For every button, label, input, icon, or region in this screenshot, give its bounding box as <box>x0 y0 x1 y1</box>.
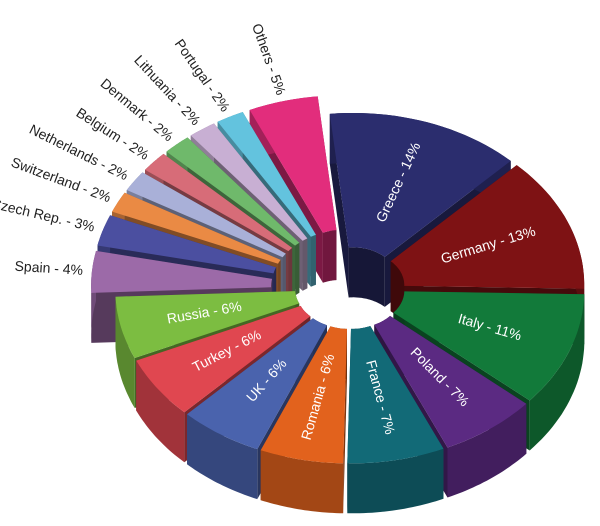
slice-outer-wall <box>136 360 185 463</box>
slice-outer-wall <box>447 403 527 498</box>
slice <box>97 215 277 274</box>
slice-inner-wall <box>322 230 337 283</box>
slice-inner-wall <box>302 238 308 291</box>
slice <box>260 326 347 464</box>
slice <box>112 192 281 264</box>
slice <box>347 326 444 464</box>
slice <box>145 153 293 252</box>
slice <box>374 315 527 448</box>
slice <box>91 250 273 293</box>
slice: France - 7% <box>347 326 444 514</box>
slice-outer-wall <box>260 450 344 514</box>
slice-outer-wall <box>115 296 135 408</box>
slice-inner-wall <box>348 247 385 307</box>
slice-outer-wall <box>187 414 258 500</box>
slice <box>126 172 286 258</box>
slice <box>190 123 308 241</box>
slice <box>217 112 316 237</box>
data-label: Others - 5% <box>249 21 289 97</box>
slice-outer-wall <box>347 448 444 514</box>
slice-inner-wall <box>310 234 316 287</box>
slice <box>166 137 300 246</box>
data-label: Spain - 4% <box>14 258 83 278</box>
slice <box>115 291 300 358</box>
slice <box>393 291 585 401</box>
slice <box>187 318 327 450</box>
slice <box>329 113 511 257</box>
slice-outer-wall <box>529 294 585 451</box>
slice-inner-wall <box>295 242 300 296</box>
slice: UK - 6% <box>187 318 327 500</box>
slice-inner-wall <box>288 247 293 302</box>
data-label: Czech Rep. - 3% <box>0 195 96 235</box>
slice <box>249 96 337 233</box>
slice: Romania - 6% <box>260 326 347 514</box>
slice <box>390 165 585 289</box>
slice <box>136 305 311 413</box>
